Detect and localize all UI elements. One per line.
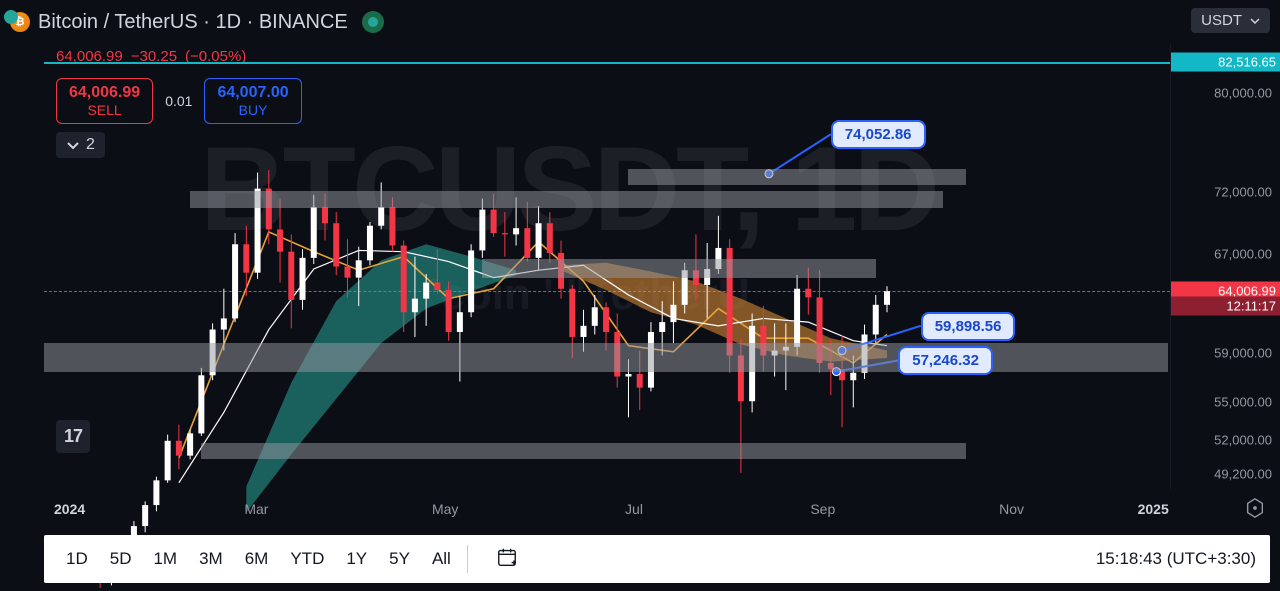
- price-axis-label: 67,000.00: [1214, 247, 1272, 262]
- x-axis-tick: May: [432, 501, 458, 517]
- price-axis-badge-cyan: 82,516.65: [1171, 53, 1280, 72]
- header-bar: ₿ Bitcoin / TetherUS · 1D · BINANCE USDT: [0, 0, 1280, 44]
- clock[interactable]: 15:18:43 (UTC+3:30): [1096, 549, 1256, 569]
- price-axis-badge: 12:11:17: [1171, 297, 1280, 316]
- timeframe-button-5y[interactable]: 5Y: [381, 543, 418, 575]
- timeframe-button-1d[interactable]: 1D: [58, 543, 96, 575]
- timeframe-toolbar: 1D5D1M3M6MYTD1Y5YAll 15:18:43 (UTC+3:30): [44, 535, 1270, 583]
- timeframe-button-6m[interactable]: 6M: [237, 543, 277, 575]
- timeframe-button-all[interactable]: All: [424, 543, 459, 575]
- x-axis-tick: Jul: [625, 501, 643, 517]
- currency-selector-label: USDT: [1201, 12, 1242, 29]
- date-range-button[interactable]: [488, 540, 526, 579]
- price-axis-label: 49,200.00: [1214, 467, 1272, 482]
- x-axis-tick: Sep: [810, 501, 835, 517]
- timeframe-button-5d[interactable]: 5D: [102, 543, 140, 575]
- price-axis-label: 80,000.00: [1214, 86, 1272, 101]
- price-axis-label: 52,000.00: [1214, 432, 1272, 447]
- symbol-title[interactable]: Bitcoin / TetherUS · 1D · BINANCE: [38, 11, 348, 34]
- price-zone[interactable]: [44, 343, 1168, 371]
- divider: [467, 545, 468, 573]
- market-status-icon: [362, 11, 384, 33]
- time-axis[interactable]: 2024 Mar May Jul Sep Nov 2025: [44, 491, 1224, 527]
- timeframe-button-1m[interactable]: 1M: [145, 543, 185, 575]
- chart-annotation[interactable]: 57,246.32: [898, 346, 993, 375]
- x-axis-tick: Mar: [244, 501, 268, 517]
- chevron-down-icon: [1250, 16, 1260, 26]
- chart-settings-icon[interactable]: [1244, 497, 1266, 519]
- timeframe-button-ytd[interactable]: YTD: [282, 543, 332, 575]
- currency-selector[interactable]: USDT: [1191, 8, 1270, 33]
- price-zone[interactable]: [628, 169, 965, 185]
- x-axis-year: 2025: [1138, 501, 1169, 517]
- chart-annotation[interactable]: 74,052.86: [831, 120, 926, 149]
- chart-annotation[interactable]: 59,898.56: [921, 312, 1016, 341]
- price-zone[interactable]: [190, 191, 943, 208]
- timeframe-buttons: 1D5D1M3M6MYTD1Y5YAll: [58, 543, 459, 575]
- x-axis-year: 2024: [54, 501, 85, 517]
- price-axis-label: 72,000.00: [1214, 185, 1272, 200]
- price-axis-label: 59,000.00: [1214, 346, 1272, 361]
- price-chart[interactable]: 74,052.86 59,898.56 57,246.32: [44, 44, 1168, 489]
- price-zone[interactable]: [201, 443, 965, 459]
- price-axis-label: 55,000.00: [1214, 395, 1272, 410]
- timeframe-button-1y[interactable]: 1Y: [338, 543, 375, 575]
- price-axis[interactable]: 82,516.6580,000.0072,000.0067,000.0064,0…: [1170, 44, 1280, 489]
- timeframe-button-3m[interactable]: 3M: [191, 543, 231, 575]
- bitcoin-icon: ₿: [10, 12, 30, 32]
- x-axis-tick: Nov: [999, 501, 1024, 517]
- price-zone[interactable]: [482, 259, 875, 278]
- calendar-icon: [496, 546, 518, 568]
